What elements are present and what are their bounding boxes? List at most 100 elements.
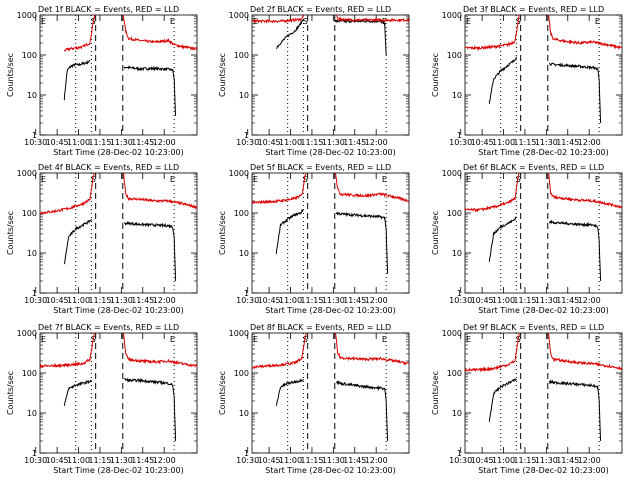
series-line-lld (123, 173, 197, 210)
x-tick-label: 11:45 (556, 296, 579, 305)
x-tick-label: 11:00 (67, 296, 90, 305)
axes-frame (251, 332, 410, 454)
x-tick-label: 12:00 (365, 138, 388, 147)
x-tick-label: 10:30 (24, 296, 47, 305)
x-tick-label: 11:00 (492, 138, 515, 147)
series-line-lld (548, 15, 622, 51)
series-lld (252, 173, 409, 205)
x-tick-label: 10:45 (46, 138, 69, 147)
y-tick-label: 1000 (17, 169, 37, 178)
x-axis-label: Start Time (28-Dec-02 10:23:00) (265, 466, 396, 475)
x-axis-label: Start Time (28-Dec-02 10:23:00) (478, 148, 609, 157)
x-axis-label: Start Time (28-Dec-02 10:23:00) (53, 306, 184, 315)
y-tick-label: 100 (447, 51, 462, 60)
y-tick-label: 1000 (442, 329, 462, 338)
x-tick-label: 11:30 (110, 296, 133, 305)
series-line-events (123, 65, 177, 116)
x-tick-label: 11:00 (492, 296, 515, 305)
series-line-lld (465, 15, 520, 52)
y-tick-label: 1 (244, 131, 249, 140)
chart-panel-5: Det 5f BLACK = Events, RED = LLD 1 10 100 10… (218, 163, 410, 315)
series-line-lld (40, 173, 95, 215)
x-tick-label: 10:30 (449, 138, 472, 147)
y-tick-label: 100 (22, 51, 37, 60)
x-tick-label: 11:15 (88, 138, 111, 147)
x-tick-label: 10:45 (258, 138, 281, 147)
x-axis-label: Start Time (28-Dec-02 10:23:00) (53, 148, 184, 157)
x-tick-label: 11:30 (322, 456, 345, 465)
series-events (275, 378, 389, 442)
y-axis-label: Counts/sec (218, 211, 227, 255)
x-tick-label: 10:30 (449, 296, 472, 305)
start-marker-label: S (303, 335, 308, 344)
x-tick-label: 11:15 (88, 456, 111, 465)
series-line-lld (465, 173, 520, 213)
chart-panel-7: Det 7f BLACK = Events, RED = LLD 1 10 100 10… (6, 323, 198, 475)
series-line-lld (63, 15, 96, 52)
y-tick-label: 1000 (229, 329, 249, 338)
chart-title: Det 6f BLACK = Events, RED = LLD (463, 163, 604, 172)
axes-frame (39, 172, 198, 294)
x-tick-label: 10:30 (236, 138, 259, 147)
x-tick-label: 10:30 (24, 138, 47, 147)
series-line-events (548, 219, 602, 282)
y-tick-label: 1000 (17, 329, 37, 338)
series-line-lld (548, 333, 622, 371)
x-tick-label: 11:30 (535, 296, 558, 305)
axes-frame (39, 14, 198, 136)
x-tick-label: 11:00 (279, 456, 302, 465)
series-events (276, 18, 387, 56)
y-axis-label: Counts/sec (218, 53, 227, 97)
start-marker-label: S (516, 175, 521, 184)
chart-panel-9: Det 9f BLACK = Events, RED = LLD 1 10 100 10… (431, 323, 623, 475)
y-tick-label: 100 (447, 209, 462, 218)
series-line-lld (336, 15, 409, 24)
chart-title: Det 8f BLACK = Events, RED = LLD (250, 323, 391, 332)
series-line-events (488, 378, 517, 422)
y-tick-label: 10 (452, 409, 462, 418)
y-tick-label: 1 (457, 449, 462, 458)
series-events (275, 208, 389, 274)
series-events (488, 378, 602, 442)
x-tick-label: 12:00 (365, 296, 388, 305)
x-tick-label: 12:00 (153, 456, 176, 465)
series-line-events (124, 221, 177, 282)
end-marker-label-left: E (41, 335, 46, 344)
y-tick-label: 1000 (229, 11, 249, 20)
end-marker-label-right: E (170, 335, 175, 344)
x-tick-label: 11:00 (67, 138, 90, 147)
end-marker-label-left: E (253, 335, 258, 344)
y-axis-label: Counts/sec (431, 211, 440, 255)
axes-frame (464, 332, 623, 454)
y-axis-label: Counts/sec (431, 53, 440, 97)
series-line-lld (122, 333, 197, 368)
x-tick-label: 11:45 (131, 296, 154, 305)
series-line-lld (335, 333, 409, 366)
x-tick-label: 10:45 (46, 296, 69, 305)
series-lld (252, 333, 409, 370)
x-axis-label: Start Time (28-Dec-02 10:23:00) (265, 148, 396, 157)
chart-title: Det 7f BLACK = Events, RED = LLD (38, 323, 179, 332)
series-events (63, 377, 177, 442)
x-tick-label: 11:45 (131, 138, 154, 147)
x-tick-label: 10:30 (236, 296, 259, 305)
x-tick-label: 11:45 (131, 456, 154, 465)
chart-title: Det 9f BLACK = Events, RED = LLD (463, 323, 604, 332)
x-tick-label: 11:00 (279, 296, 302, 305)
series-line-events (549, 62, 602, 124)
y-tick-label: 10 (239, 91, 249, 100)
series-events (488, 216, 602, 282)
series-line-events (63, 219, 92, 265)
axes-frame (251, 172, 410, 294)
y-axis-label: Counts/sec (218, 371, 227, 415)
series-line-events (488, 56, 517, 104)
series-lld (252, 15, 409, 24)
x-tick-label: 10:45 (258, 456, 281, 465)
end-marker-label-left: E (466, 17, 471, 26)
x-tick-label: 11:45 (343, 138, 366, 147)
end-marker-label-left: E (253, 175, 258, 184)
y-tick-label: 10 (239, 249, 249, 258)
series-events (63, 219, 177, 282)
axes-frame (464, 172, 623, 294)
axes-frame (251, 14, 410, 136)
